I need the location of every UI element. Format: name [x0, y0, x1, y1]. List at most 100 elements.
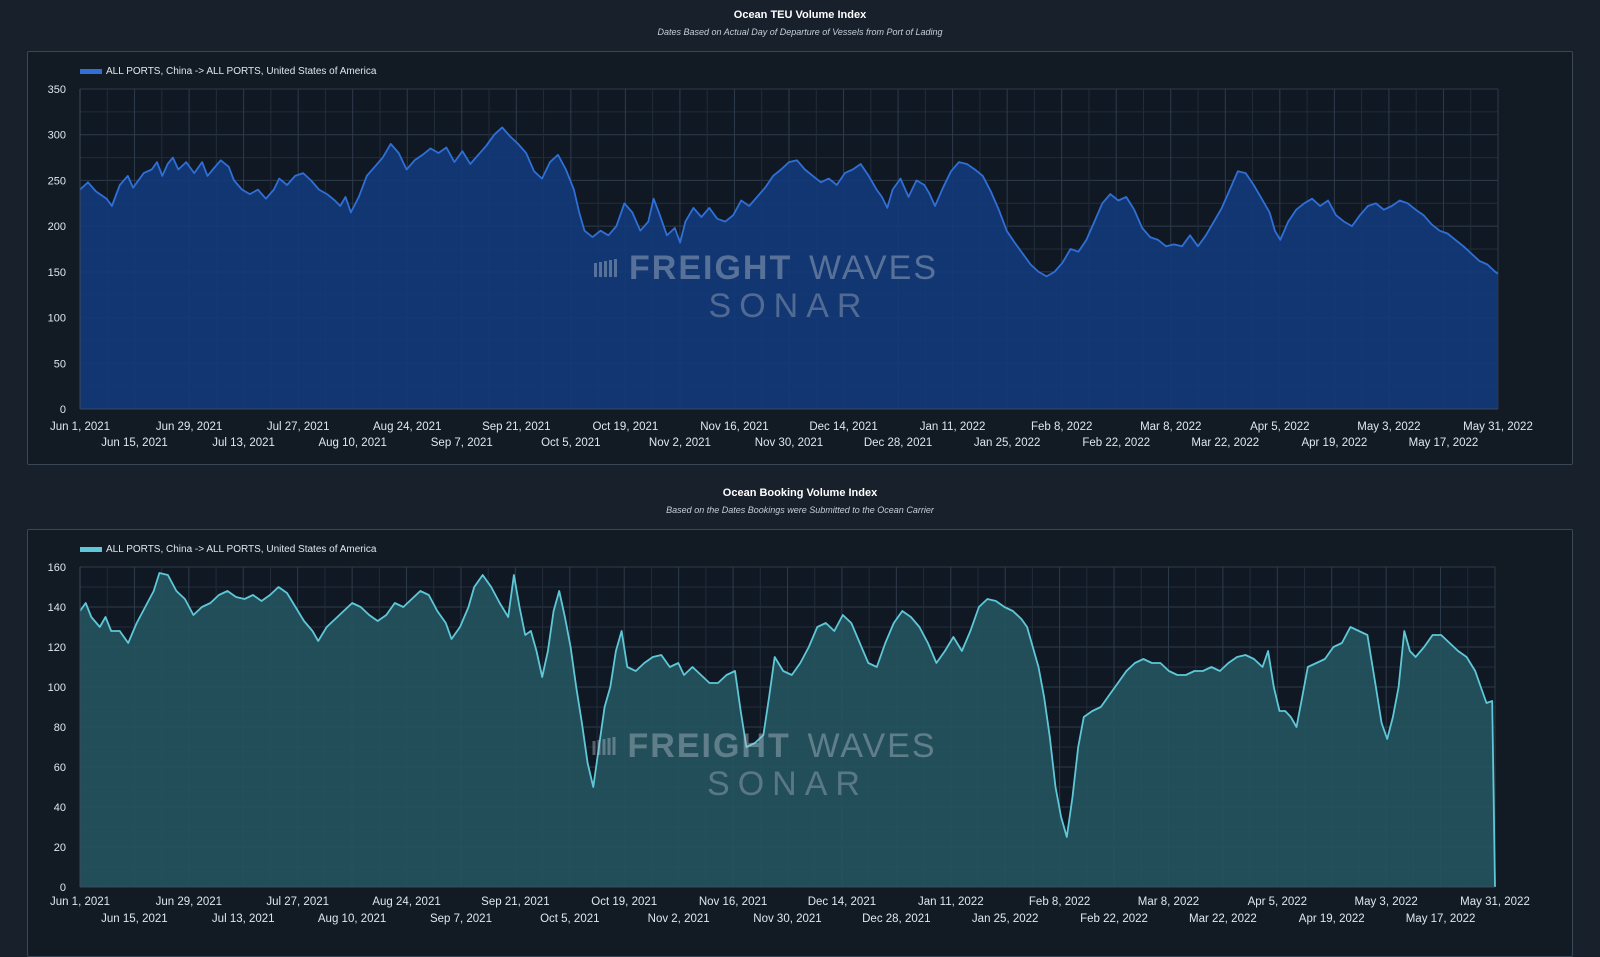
x-tick-label: Sep 21, 2021: [481, 896, 549, 908]
chart-subtitle: Based on the Dates Bookings were Submitt…: [666, 505, 934, 515]
y-tick-label: 150: [48, 267, 66, 279]
watermark-brand: FREIGHT: [628, 727, 791, 765]
legend[interactable]: ALL PORTS, China -> ALL PORTS, United St…: [80, 66, 377, 77]
x-tick-label: Sep 7, 2021: [430, 913, 492, 925]
chart-panel: 0 20 40 60 80 100 120 140 160 Jun 1, 2021 Jun 29, …: [27, 529, 1573, 957]
watermark-product: SONAR: [709, 287, 870, 325]
series-area: [80, 127, 1498, 410]
y-tick-label: 80: [54, 722, 66, 734]
x-tick-label: Nov 2, 2021: [648, 913, 710, 925]
x-tick-label: Jan 25, 2022: [972, 913, 1039, 925]
x-tick-label: Oct 19, 2021: [591, 896, 657, 908]
booking-chart-block: Ocean Booking Volume Index Based on the …: [0, 487, 1600, 957]
teu-chart-svg[interactable]: 0 50 100 150 200 250 300 350 Jun 1, 2021 Jun 29, …: [28, 52, 1572, 464]
series-line[interactable]: [79, 572, 1496, 888]
y-tick-label: 350: [48, 84, 66, 96]
x-tick-label: Aug 10, 2021: [318, 437, 386, 449]
x-tick-label: Oct 5, 2021: [541, 437, 600, 449]
legend-swatch: [80, 547, 102, 552]
y-tick-label: 40: [54, 802, 66, 814]
chart-panel: 0 50 100 150 200 250 300 350 Jun 1, 2021 Jun 29, …: [27, 51, 1573, 465]
x-tick-label: Nov 2, 2021: [649, 437, 711, 449]
x-tick-label: Apr 19, 2022: [1301, 437, 1367, 449]
watermark-logo-icon: [602, 739, 606, 755]
x-tick-label: Nov 30, 2021: [753, 913, 821, 925]
x-tick-label: Apr 5, 2022: [1248, 896, 1307, 908]
x-tick-label: Mar 22, 2022: [1191, 437, 1259, 449]
watermark-logo-icon: [609, 260, 612, 277]
x-tick-label: Jul 27, 2021: [267, 421, 330, 433]
x-tick-label: Jun 1, 2021: [50, 421, 110, 433]
x-tick-label: May 31, 2022: [1460, 896, 1530, 908]
x-tick-label: Jun 29, 2021: [156, 896, 223, 908]
y-tick-label: 50: [54, 358, 66, 370]
chart-title: Ocean Booking Volume Index: [722, 487, 878, 499]
legend-swatch: [80, 69, 102, 74]
watermark-brand2: WAVES: [809, 249, 938, 287]
y-tick-label: 100: [48, 682, 66, 694]
y-tick-label: 100: [48, 313, 66, 325]
y-tick-label: 250: [48, 175, 66, 187]
y-tick-label: 120: [48, 642, 66, 654]
x-tick-label: Jan 11, 2022: [918, 896, 984, 908]
x-tick-label: May 17, 2022: [1406, 913, 1476, 925]
x-tick-label: Jan 11, 2022: [920, 421, 986, 433]
watermark-logo-icon: [592, 741, 596, 755]
series-line[interactable]: [79, 126, 1499, 278]
y-tick-label: 0: [60, 882, 66, 894]
y-tick-label: 140: [48, 602, 66, 614]
y-tick-label: 300: [48, 130, 66, 142]
x-tick-label: Aug 24, 2021: [372, 896, 440, 908]
x-tick-label: Mar 22, 2022: [1189, 913, 1257, 925]
y-tick-label: 20: [54, 842, 66, 854]
x-tick-label: Mar 8, 2022: [1140, 421, 1201, 433]
chart-subtitle: Dates Based on Actual Day of Departure o…: [657, 27, 943, 37]
x-tick-label: Feb 8, 2022: [1029, 896, 1090, 908]
x-tick-label: Jun 29, 2021: [156, 421, 223, 433]
x-tick-label: Feb 22, 2022: [1080, 913, 1148, 925]
x-tick-label: Nov 16, 2021: [700, 421, 768, 433]
x-tick-label: Jan 25, 2022: [974, 437, 1041, 449]
series-area: [80, 573, 1495, 887]
y-tick-label: 0: [60, 404, 66, 416]
watermark-brand2: WAVES: [808, 727, 937, 765]
x-tick-label: May 3, 2022: [1357, 421, 1420, 433]
watermark-logo-icon: [612, 737, 616, 755]
watermark-product: SONAR: [707, 765, 868, 803]
x-tick-label: Oct 19, 2021: [592, 421, 658, 433]
teu-chart-block: Ocean TEU Volume Index Dates Based on Ac…: [0, 0, 1600, 478]
x-tick-label: Nov 30, 2021: [755, 437, 823, 449]
legend[interactable]: ALL PORTS, China -> ALL PORTS, United St…: [80, 544, 377, 555]
x-tick-label: Dec 14, 2021: [808, 896, 876, 908]
x-tick-label: Nov 16, 2021: [699, 896, 767, 908]
y-tick-label: 60: [54, 762, 66, 774]
watermark-logo-icon: [604, 261, 607, 277]
x-tick-label: Jun 15, 2021: [101, 913, 168, 925]
x-tick-label: Apr 19, 2022: [1299, 913, 1365, 925]
x-tick-label: Jul 13, 2021: [212, 437, 275, 449]
watermark-brand: FREIGHT: [629, 249, 792, 287]
x-tick-label: Jun 1, 2021: [50, 896, 110, 908]
x-tick-label: Dec 28, 2021: [862, 913, 930, 925]
watermark-logo-icon: [597, 740, 601, 755]
x-tick-label: Jun 15, 2021: [101, 437, 168, 449]
watermark-logo-icon: [614, 259, 617, 277]
x-tick-label: Apr 5, 2022: [1250, 421, 1309, 433]
watermark-logo-icon: [599, 262, 602, 277]
watermark-logo-icon: [594, 263, 597, 277]
x-tick-label: May 3, 2022: [1355, 896, 1418, 908]
chart-title: Ocean TEU Volume Index: [733, 9, 867, 21]
x-tick-label: Sep 21, 2021: [482, 421, 550, 433]
x-tick-label: May 31, 2022: [1463, 421, 1533, 433]
booking-chart-svg[interactable]: 0 20 40 60 80 100 120 140 160 Jun 1, 2021 Jun 29, …: [28, 530, 1572, 956]
x-tick-label: Aug 24, 2021: [373, 421, 441, 433]
x-tick-label: Dec 14, 2021: [809, 421, 877, 433]
x-tick-label: Oct 5, 2021: [540, 913, 599, 925]
y-tick-label: 200: [48, 221, 66, 233]
legend-label: ALL PORTS, China -> ALL PORTS, United St…: [106, 544, 377, 555]
x-tick-label: May 17, 2022: [1409, 437, 1479, 449]
x-tick-label: Feb 8, 2022: [1031, 421, 1092, 433]
x-tick-label: Mar 8, 2022: [1138, 896, 1199, 908]
